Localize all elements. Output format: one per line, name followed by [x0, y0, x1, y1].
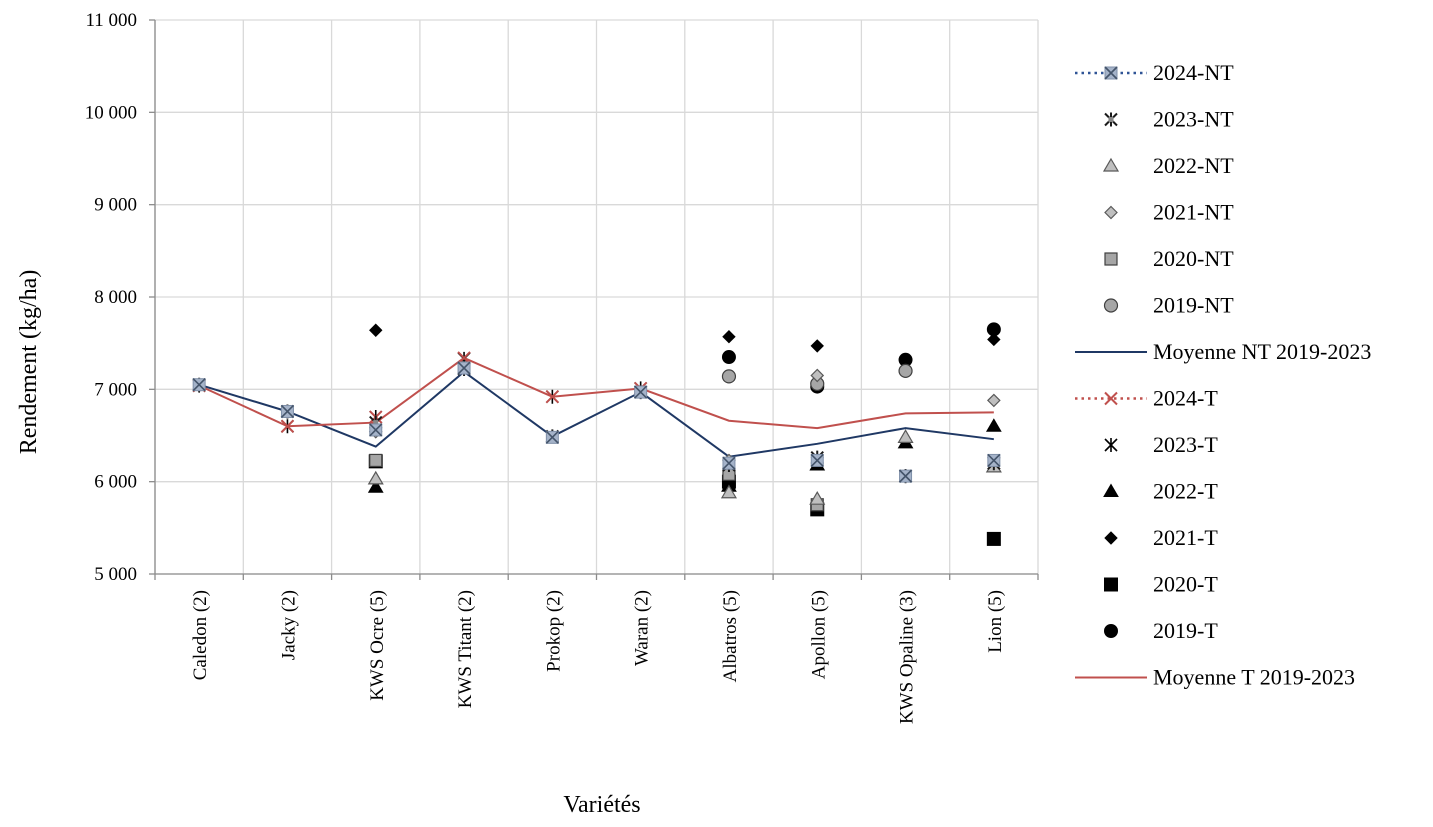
point-2019-nt	[898, 363, 913, 378]
y-tick-label: 6 000	[94, 472, 137, 493]
x-tick-label: KWS Opaline (3)	[897, 590, 918, 724]
x-tick-label: Waran (2)	[632, 590, 653, 666]
legend-item: 2019-T	[1104, 618, 1218, 643]
legend-label: 2024-T	[1153, 386, 1218, 411]
point-2021-t	[369, 323, 383, 337]
point-2024-t	[545, 390, 560, 404]
legend-marker	[1104, 391, 1118, 406]
legend-item: 2021-NT	[1104, 200, 1234, 225]
legend-label: 2020-NT	[1153, 246, 1234, 271]
legend-item: 2024-T	[1075, 386, 1218, 411]
x-tick-label: Caledon (2)	[190, 590, 211, 680]
series-line-moyenne-t-2019-2023	[198, 356, 994, 430]
y-tick-label: 8 000	[94, 287, 137, 308]
legend-item: Moyenne T 2019-2023	[1075, 665, 1355, 690]
x-tick-label: Jacky (2)	[278, 590, 299, 660]
point-2024-nt	[810, 453, 824, 467]
point-2021-nt	[987, 393, 1001, 408]
legend-marker	[1103, 483, 1119, 497]
point-2022-nt	[809, 491, 826, 505]
legend-label: 2022-T	[1153, 479, 1218, 504]
legend-marker	[1104, 624, 1118, 638]
legend-label: 2019-NT	[1153, 293, 1234, 318]
legend-marker	[1104, 66, 1118, 80]
point-2021-t	[987, 332, 1001, 347]
legend-item: 2019-NT	[1103, 293, 1234, 318]
point-2021-nt	[810, 368, 825, 383]
legend-item: Moyenne NT 2019-2023	[1075, 339, 1371, 364]
point-2024-nt	[987, 453, 1001, 467]
series-line-moyenne-nt-2019-2023	[198, 370, 994, 458]
x-tick-label: KWS Titant (2)	[455, 590, 476, 708]
point-2022-nt	[367, 470, 384, 485]
y-tick-label: 10 000	[85, 102, 137, 123]
legend: 2024-NT 2023-NT 2022-NT 2021-NT 2020-NT 2019-…	[1075, 60, 1371, 690]
y-axis: 5 000 6 000 7 000 8 000 9 000 10 000 11 000	[85, 10, 156, 585]
point-2024-nt	[280, 404, 295, 419]
legend-item: 2022-NT	[1102, 153, 1234, 178]
y-axis-title: Rendement (kg/ha)	[16, 270, 42, 455]
x-tick-label: Albatros (5)	[720, 590, 741, 682]
legend-label: 2022-NT	[1153, 153, 1234, 178]
legend-marker	[1102, 157, 1120, 172]
point-2020-nt	[369, 453, 383, 468]
legend-label: 2021-T	[1153, 525, 1218, 550]
y-tick-label: 11 000	[85, 10, 137, 31]
legend-marker	[1104, 531, 1118, 545]
grid	[154, 19, 1039, 575]
point-2024-t	[280, 419, 295, 433]
point-2024-nt	[457, 361, 471, 375]
legend-item: 2023-T	[1104, 432, 1218, 457]
legend-marker	[1104, 112, 1118, 127]
legend-marker	[1104, 438, 1118, 452]
point-2022-t	[985, 418, 1002, 432]
x-tick-label: Lion (5)	[985, 590, 1006, 653]
legend-label: 2020-T	[1153, 572, 1218, 597]
y-tick-label: 5 000	[94, 564, 137, 585]
legend-label: Moyenne NT 2019-2023	[1153, 339, 1371, 364]
y-tick-label: 9 000	[94, 195, 137, 216]
point-2021-t	[722, 329, 736, 344]
series-layer	[192, 322, 1002, 546]
legend-item: 2021-T	[1104, 525, 1218, 550]
legend-label: 2024-NT	[1153, 60, 1234, 85]
x-tick-label: KWS Ocre (5)	[367, 590, 388, 701]
x-axis: Caledon (2) Jacky (2) KWS Ocre (5) KWS Tita…	[154, 573, 1039, 724]
legend-item: 2020-T	[1104, 572, 1218, 597]
point-2020-t	[986, 531, 1001, 546]
point-2019-t	[721, 350, 736, 365]
point-2022-nt	[720, 484, 737, 499]
x-axis-title: Variétés	[563, 792, 640, 818]
legend-marker	[1104, 205, 1118, 220]
point-2022-t	[367, 479, 384, 493]
point-2024-nt	[545, 430, 559, 444]
legend-marker	[1104, 252, 1118, 266]
legend-label: Moyenne T 2019-2023	[1153, 665, 1355, 690]
legend-item: 2024-NT	[1075, 60, 1234, 85]
point-2024-nt	[722, 456, 736, 470]
point-2024-nt	[898, 469, 913, 483]
legend-item: 2020-NT	[1104, 246, 1234, 271]
point-2021-t	[810, 339, 824, 353]
point-2024-nt	[192, 378, 206, 392]
legend-label: 2021-NT	[1153, 200, 1234, 225]
legend-item: 2022-T	[1103, 479, 1218, 504]
point-2024-nt	[634, 385, 648, 399]
legend-label: 2019-T	[1153, 618, 1218, 643]
point-2019-nt	[721, 369, 737, 384]
y-tick-label: 7 000	[94, 379, 137, 400]
legend-label: 2023-T	[1153, 432, 1218, 457]
point-2022-nt	[897, 429, 914, 443]
legend-label: 2023-NT	[1153, 107, 1234, 132]
legend-marker	[1103, 298, 1119, 313]
x-tick-label: Apollon (5)	[808, 590, 829, 679]
point-2024-nt	[369, 423, 383, 437]
x-tick-label: Prokop (2)	[543, 590, 564, 672]
legend-marker	[1104, 577, 1118, 592]
legend-item: 2023-NT	[1104, 107, 1234, 132]
